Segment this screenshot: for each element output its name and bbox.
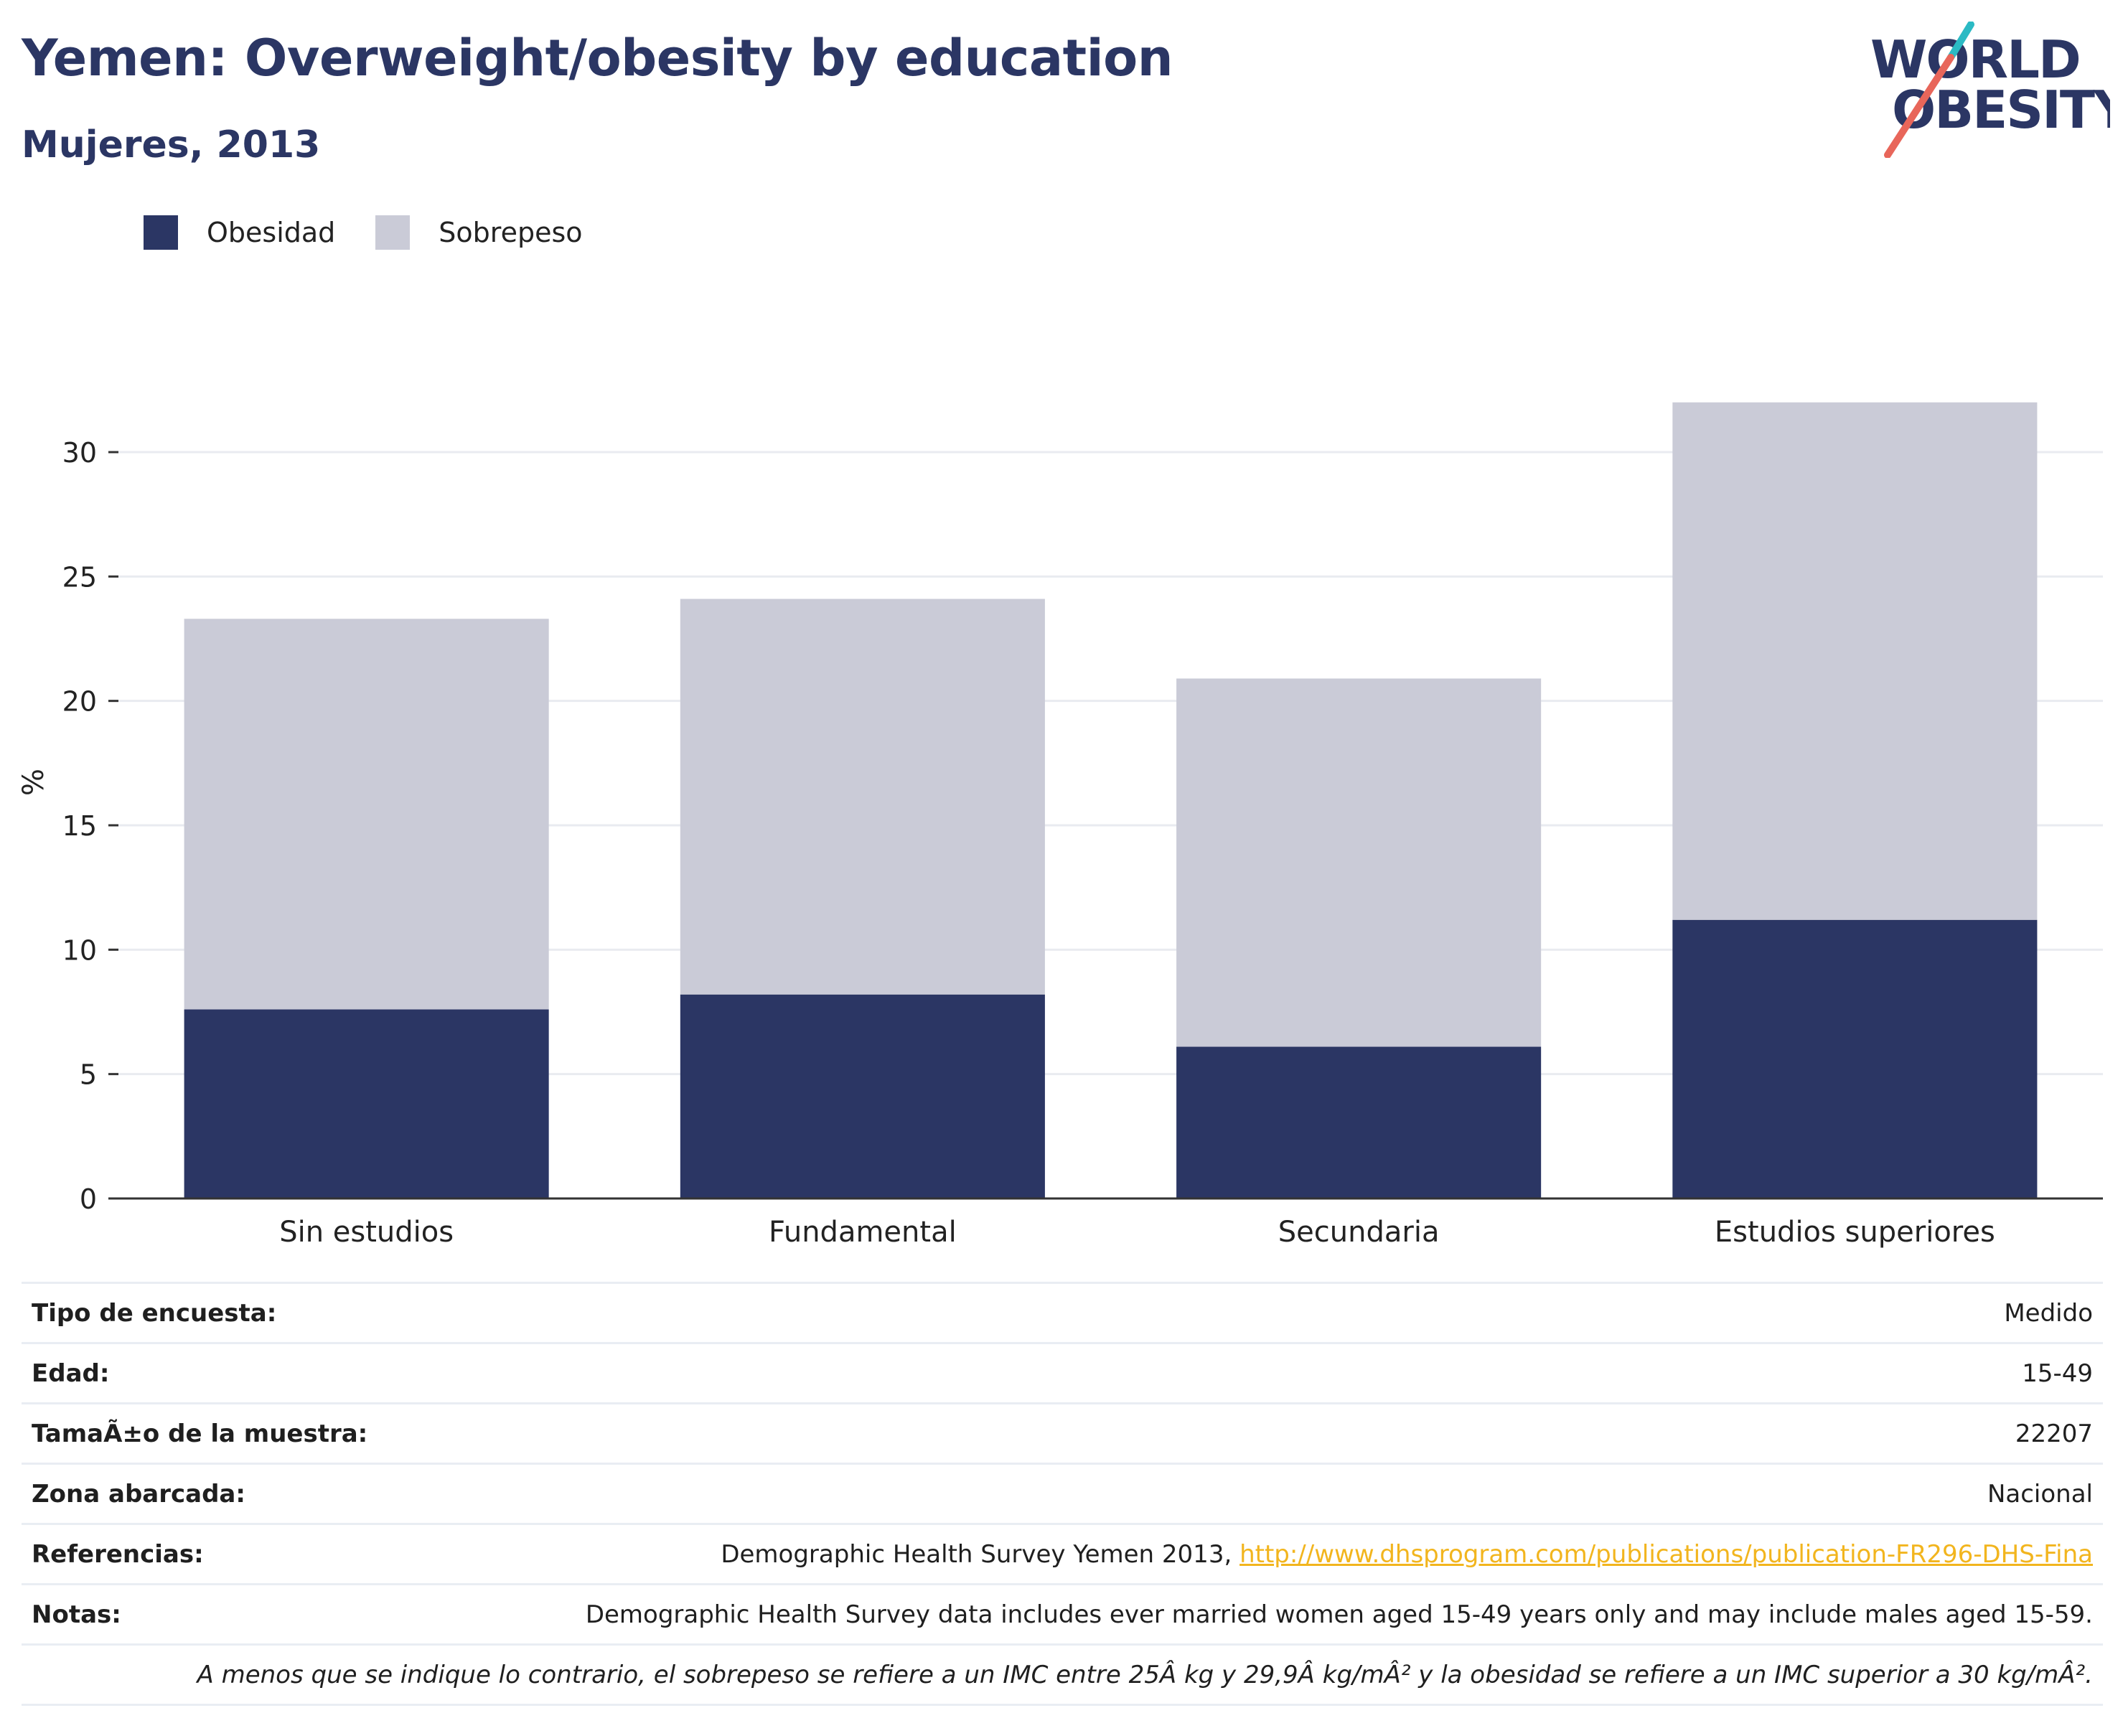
survey-info-table: Tipo de encuesta: Medido Edad: 15-49 Tam…: [22, 1282, 2103, 1706]
y-tick-label: 25: [62, 561, 97, 593]
x-tick-label: Fundamental: [769, 1216, 957, 1249]
info-row-survey-type: Tipo de encuesta: Medido: [22, 1282, 2103, 1343]
legend-item-sobrepeso[interactable]: Sobrepeso: [375, 215, 583, 250]
info-value: 15-49: [415, 1342, 2103, 1404]
info-value: Nacional: [415, 1463, 2103, 1524]
y-tick-label: 30: [62, 437, 97, 469]
info-label: Tipo de encuesta:: [22, 1282, 416, 1343]
bar-sobrepeso-3[interactable]: [1672, 402, 2038, 920]
info-row-age: Edad: 15-49: [22, 1342, 2103, 1404]
info-row-area: Zona abarcada: Nacional: [22, 1463, 2103, 1524]
y-axis-label: %: [17, 769, 50, 796]
x-tick-label: Secundaria: [1278, 1216, 1440, 1249]
chart-subtitle: Mujeres, 2013: [22, 123, 321, 166]
y-tick-label: 20: [62, 686, 97, 718]
info-value: Demographic Health Survey data includes …: [415, 1583, 2103, 1645]
legend-item-obesidad[interactable]: Obesidad: [144, 215, 335, 250]
legend-label-obesidad: Obesidad: [207, 217, 336, 248]
bar-obesidad-0[interactable]: [184, 1009, 549, 1198]
bar-sobrepeso-0[interactable]: [184, 619, 549, 1010]
info-value: Medido: [415, 1282, 2103, 1343]
y-tick-label: 5: [80, 1059, 97, 1091]
info-label: Zona abarcada:: [22, 1463, 416, 1524]
legend-swatch-obesidad: [144, 215, 178, 250]
info-row-references: Referencias: Demographic Health Survey Y…: [22, 1523, 2103, 1585]
bar-obesidad-1[interactable]: [680, 994, 1045, 1198]
bar-sobrepeso-1[interactable]: [680, 599, 1045, 995]
y-tick-label: 10: [62, 934, 97, 966]
chart-title: Yemen: Overweight/obesity by education: [22, 29, 1173, 88]
bar-obesidad-2[interactable]: [1176, 1046, 1542, 1198]
info-row-sample-size: TamaÃ±o de la muestra: 22207: [22, 1402, 2103, 1464]
info-row-footnote: A menos que se indique lo contrario, el …: [22, 1643, 2103, 1706]
logo-slash-red: [1884, 54, 1954, 158]
info-row-notes: Notas: Demographic Health Survey data in…: [22, 1583, 2103, 1645]
logo-text-world: WORLD: [1870, 29, 2080, 90]
legend-label-sobrepeso: Sobrepeso: [439, 217, 583, 248]
footnote: A menos que se indique lo contrario, el …: [22, 1643, 2103, 1706]
y-tick-label: 0: [80, 1183, 97, 1215]
reference-text: Demographic Health Survey Yemen 2013,: [721, 1539, 1240, 1569]
y-tick-label: 15: [62, 810, 97, 842]
world-obesity-logo: WORLD OBESITY: [1870, 22, 2110, 158]
logo-slash-teal: [1947, 22, 1974, 61]
x-tick-label: Estudios superiores: [1715, 1216, 1995, 1249]
legend-swatch-sobrepeso: [375, 215, 411, 250]
logo-text-obesity: OBESITY: [1892, 80, 2110, 140]
bar-chart: 0 5 10 15 20 25 30 Sin estudios Fundamental Secun…: [17, 402, 2103, 1249]
info-label: Referencias:: [22, 1523, 416, 1585]
info-label: Notas:: [22, 1583, 416, 1645]
info-value: 22207: [415, 1402, 2103, 1464]
bar-sobrepeso-2[interactable]: [1176, 678, 1542, 1047]
x-tick-label: Sin estudios: [279, 1216, 454, 1249]
info-label: Edad:: [22, 1342, 416, 1404]
axes: 0 5 10 15 20 25 30 Sin estudios Fundamental Secun…: [62, 437, 2103, 1249]
bars: [184, 402, 2038, 1198]
reference-link[interactable]: http://www.dhsprogram.com/publications/p…: [1239, 1539, 2093, 1569]
bar-obesidad-3[interactable]: [1672, 919, 2038, 1198]
chart-legend: Obesidad Sobrepeso: [144, 212, 623, 253]
info-label: TamaÃ±o de la muestra:: [22, 1402, 416, 1464]
info-value: Demographic Health Survey Yemen 2013, ht…: [415, 1523, 2103, 1585]
